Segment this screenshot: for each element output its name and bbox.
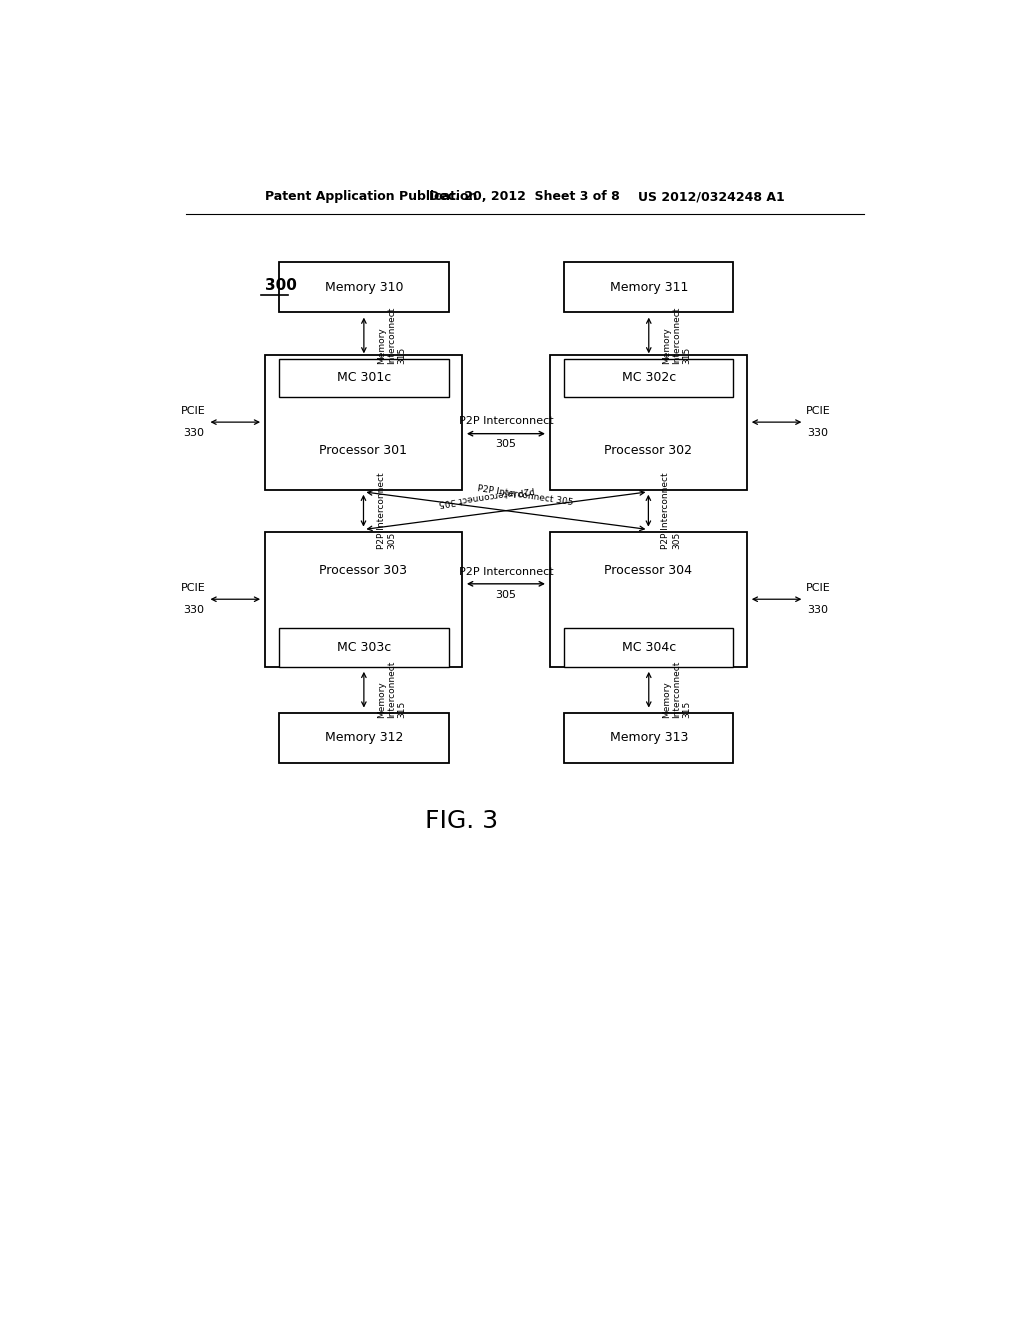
Text: Memory
Interconnect
315: Memory Interconnect 315 xyxy=(662,306,691,364)
Text: PCIE: PCIE xyxy=(806,583,830,594)
Text: 305: 305 xyxy=(496,590,516,599)
Bar xyxy=(550,532,746,667)
Text: P2P Interconnect 305: P2P Interconnect 305 xyxy=(438,483,536,507)
Text: 300: 300 xyxy=(265,279,297,293)
Bar xyxy=(280,713,449,763)
Text: Dec. 20, 2012  Sheet 3 of 8: Dec. 20, 2012 Sheet 3 of 8 xyxy=(429,190,621,203)
Text: 305: 305 xyxy=(496,440,516,449)
Bar xyxy=(265,355,462,490)
Text: Memory 312: Memory 312 xyxy=(325,731,403,744)
Text: Processor 304: Processor 304 xyxy=(604,564,692,577)
Text: MC 301c: MC 301c xyxy=(337,371,391,384)
Text: Processor 302: Processor 302 xyxy=(604,445,692,458)
Text: P2P Interconnect
305: P2P Interconnect 305 xyxy=(377,473,396,549)
Text: Processor 301: Processor 301 xyxy=(319,445,408,458)
Text: 330: 330 xyxy=(808,428,828,438)
Text: Patent Application Publication: Patent Application Publication xyxy=(265,190,477,203)
Text: Memory 311: Memory 311 xyxy=(609,281,688,294)
Text: Memory
Interconnect
315: Memory Interconnect 315 xyxy=(377,306,407,364)
Text: 330: 330 xyxy=(808,605,828,615)
Text: P2P Interconnect: P2P Interconnect xyxy=(459,416,553,426)
Bar xyxy=(265,532,462,667)
Text: PCIE: PCIE xyxy=(806,407,830,416)
Text: MC 303c: MC 303c xyxy=(337,640,391,653)
Bar xyxy=(550,355,746,490)
Text: 330: 330 xyxy=(183,605,204,615)
Text: MC 302c: MC 302c xyxy=(622,371,676,384)
Text: Memory
Interconnect
315: Memory Interconnect 315 xyxy=(377,661,407,718)
Text: P2P Interconnect
305: P2P Interconnect 305 xyxy=(662,473,681,549)
Text: Memory 313: Memory 313 xyxy=(609,731,688,744)
Text: Memory 310: Memory 310 xyxy=(325,281,403,294)
Text: FIG. 3: FIG. 3 xyxy=(425,809,499,833)
Text: P2P Interconnect 305: P2P Interconnect 305 xyxy=(477,483,573,507)
Bar xyxy=(564,713,733,763)
Text: Memory
Interconnect
315: Memory Interconnect 315 xyxy=(662,661,691,718)
Text: 330: 330 xyxy=(183,428,204,438)
Bar xyxy=(564,628,733,667)
Bar xyxy=(280,263,449,313)
Text: Processor 303: Processor 303 xyxy=(319,564,408,577)
Text: PCIE: PCIE xyxy=(181,583,206,594)
Text: US 2012/0324248 A1: US 2012/0324248 A1 xyxy=(638,190,785,203)
Bar xyxy=(564,263,733,313)
Text: MC 304c: MC 304c xyxy=(622,640,676,653)
Bar xyxy=(280,359,449,397)
Bar xyxy=(280,628,449,667)
Bar xyxy=(564,359,733,397)
Text: P2P Interconnect: P2P Interconnect xyxy=(459,566,553,577)
Text: PCIE: PCIE xyxy=(181,407,206,416)
